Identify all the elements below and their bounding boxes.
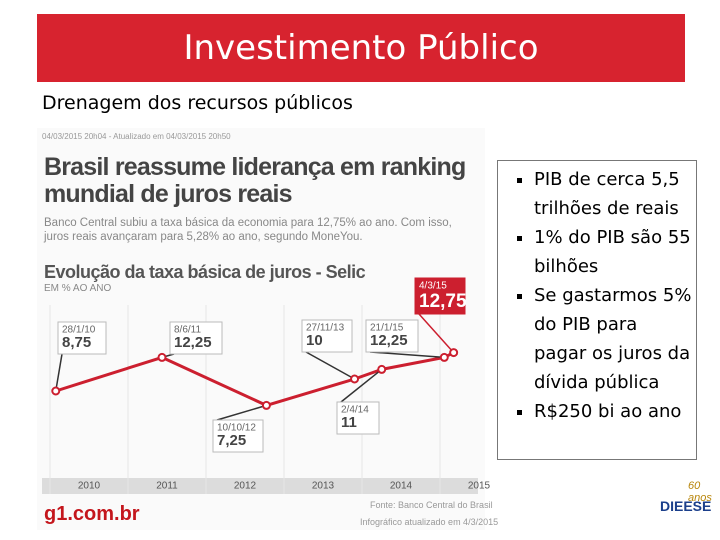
bullet: PIB de cerca 5,5 trilhões de reais [534,165,692,223]
point [261,400,271,410]
slide-title: Investimento Público [37,14,685,82]
x-tick-label: 2010 [78,481,101,492]
bullet: R$250 bi ao ano [534,397,692,426]
value-label: 12,25 [174,334,212,351]
annotation-box [57,321,107,355]
annotation-date: 8/6/11 [174,325,201,336]
logo: DIEESE [660,498,712,514]
leader-line [418,313,455,354]
chart-title: Evolução da taxa básica de juros - Selic [44,262,366,282]
source: Fonte: Banco Central do Brasil [370,500,493,510]
value-label: 10 [306,332,323,349]
leader-line [369,351,445,359]
annotation-date: 2/4/14 [341,405,369,416]
x-tick-label: 2013 [312,481,335,492]
x-tick-label: 2011 [156,481,178,492]
point [350,374,360,384]
annotation-date: 27/11/13 [306,323,345,334]
timestamp: 04/03/2015 20h04 - Atualizado em 04/03/2… [42,132,231,141]
leader-line [216,404,267,421]
x-tick-label: 2015 [468,481,491,492]
logo-tagline: 60 anos [688,480,712,504]
slide-subtitle: Drenagem dos recursos públicos [42,92,353,114]
annotation-date: 28/1/10 [62,325,96,336]
annotation-date: 4/3/15 [419,281,447,292]
value-label: 7,25 [217,432,246,449]
annotation-box [365,319,419,353]
year-band [42,478,478,494]
annotation-box [169,321,223,355]
point [157,352,167,362]
leader-line [340,368,383,403]
bullet: 1% do PIB são 55 bilhões [534,223,692,281]
annotation-box [414,277,466,315]
value-label: 12,75 [419,291,467,312]
leader-line [55,353,63,392]
annotation-box [336,401,380,435]
value-label: 11 [341,414,357,431]
annotation-box [301,319,353,353]
point [449,348,459,358]
leader-line [305,351,355,380]
annotation-date: 21/1/15 [370,323,404,334]
point [51,386,61,396]
site-logo: g1.com.br [44,503,140,525]
updated: Infográfico atualizado em 4/3/2015 [360,517,499,527]
lead: Banco Central subiu a taxa básica da eco… [44,217,452,243]
value-label: 12,25 [370,332,408,349]
annotation-box [212,419,264,453]
point [377,364,387,374]
bullet-list: PIB de cerca 5,5 trilhões de reais1% do … [497,160,697,460]
x-tick-label: 2012 [234,481,257,492]
x-tick-label: 2014 [390,481,413,492]
bullet: Se gastarmos 5% do PIB para pagar os jur… [534,281,692,397]
annotation-date: 10/10/12 [217,423,256,434]
value-label: 8,75 [62,334,91,351]
point [439,352,449,362]
chart-subtitle: EM % AO ANO [44,283,112,294]
headline: Brasil reassume liderança em ranking mun… [44,153,466,208]
